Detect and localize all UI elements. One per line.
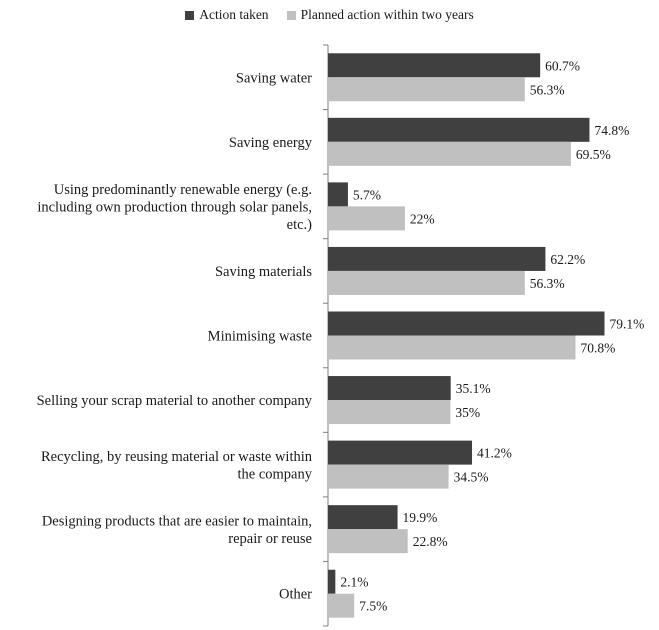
bar-action-taken — [328, 376, 451, 401]
legend-label-planned-action: Planned action within two years — [300, 7, 474, 22]
category-label: Saving energy — [229, 135, 313, 151]
bar-planned-action — [328, 206, 405, 231]
bar-action-taken — [328, 182, 348, 207]
bar-action-taken — [328, 440, 473, 465]
bar-action-taken — [328, 569, 336, 594]
category-label: Using predominantly renewable energy (e.… — [54, 182, 312, 198]
bar-action-taken — [328, 246, 546, 271]
data-label-planned-action: 56.3% — [530, 82, 565, 97]
bar-planned-action — [328, 141, 571, 166]
data-label-action-taken: 19.9% — [403, 510, 438, 525]
data-label-action-taken: 79.1% — [609, 317, 644, 332]
category-label: etc.) — [287, 217, 313, 233]
category-label: Designing products that are easier to ma… — [42, 513, 312, 529]
data-label-action-taken: 62.2% — [550, 252, 585, 267]
data-label-planned-action: 22% — [410, 211, 435, 226]
bar-planned-action — [328, 335, 576, 360]
category-label: Other — [279, 587, 312, 603]
legend-item-planned-action: Planned action within two years — [286, 7, 474, 23]
legend-swatch-action-taken — [185, 10, 195, 20]
bar-planned-action — [328, 464, 449, 489]
data-label-planned-action: 70.8% — [580, 341, 615, 356]
legend: Action taken Planned action within two y… — [0, 4, 659, 26]
category-label: including own production through solar p… — [37, 199, 312, 215]
legend-item-action-taken: Action taken — [185, 7, 269, 23]
bar-action-taken — [328, 311, 605, 336]
data-label-action-taken: 2.1% — [340, 575, 368, 590]
bar-planned-action — [328, 400, 451, 425]
data-label-action-taken: 41.2% — [477, 446, 512, 461]
bar-planned-action — [328, 77, 525, 102]
category-label: Selling your scrap material to another c… — [37, 393, 313, 409]
data-label-planned-action: 34.5% — [454, 470, 489, 485]
data-label-planned-action: 22.8% — [413, 534, 448, 549]
legend-label-action-taken: Action taken — [199, 7, 269, 22]
category-label: Recycling, by reusing material or waste … — [41, 449, 313, 465]
data-label-planned-action: 7.5% — [359, 599, 387, 614]
category-label: repair or reuse — [228, 531, 312, 547]
bar-action-taken — [328, 117, 590, 142]
bar-action-taken — [328, 53, 541, 78]
data-label-action-taken: 35.1% — [456, 381, 491, 396]
data-label-action-taken: 74.8% — [594, 123, 629, 138]
category-label: Minimising waste — [208, 329, 312, 345]
category-label: the company — [238, 466, 313, 482]
data-label-action-taken: 5.7% — [353, 187, 381, 202]
legend-swatch-planned-action — [286, 10, 296, 20]
bar-planned-action — [328, 270, 525, 295]
bar-action-taken — [328, 505, 398, 530]
category-label: Saving materials — [215, 264, 312, 280]
data-label-planned-action: 35% — [455, 405, 480, 420]
data-label-planned-action: 69.5% — [576, 147, 611, 162]
bar-planned-action — [328, 593, 355, 618]
data-label-planned-action: 56.3% — [530, 276, 565, 291]
bar-planned-action — [328, 529, 408, 554]
category-label: Saving water — [236, 70, 312, 86]
data-label-action-taken: 60.7% — [545, 58, 580, 73]
